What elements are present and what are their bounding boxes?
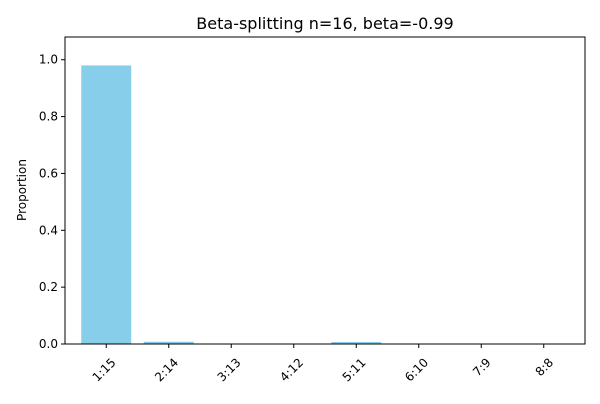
y-tick-label: 0.6 xyxy=(39,166,58,180)
chart-title: Beta-splitting n=16, beta=-0.99 xyxy=(196,14,453,33)
y-tick-label: 0.8 xyxy=(39,110,58,124)
y-tick-label: 0.0 xyxy=(39,337,58,351)
y-axis-label: Proportion xyxy=(15,159,29,221)
y-tick-label: 0.2 xyxy=(39,280,58,294)
bar-1-15 xyxy=(81,65,131,344)
y-tick-label: 0.4 xyxy=(39,223,58,237)
y-tick-label: 1.0 xyxy=(39,53,58,67)
